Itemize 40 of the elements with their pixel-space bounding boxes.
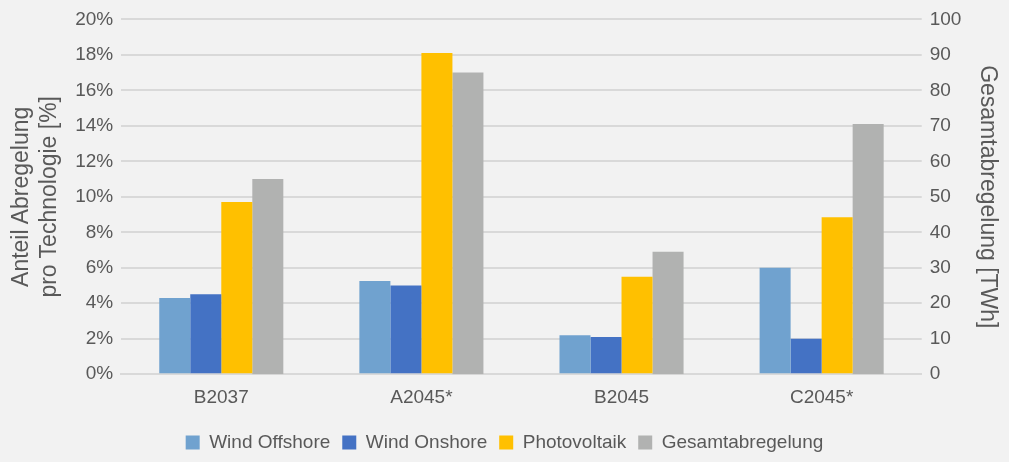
y2-axis-title: Gesamtabregelung [TWh] bbox=[975, 65, 1002, 329]
y2-tick-label: 40 bbox=[929, 220, 951, 242]
x-tick-label: B2045 bbox=[594, 385, 649, 407]
y2-tick-label: 20 bbox=[929, 291, 951, 313]
y-axis-title: Anteil Abregelung pro Technologie [%] bbox=[7, 96, 61, 298]
y2-tick-label: 0 bbox=[929, 362, 941, 384]
y2-tick-label: 70 bbox=[929, 114, 951, 136]
y-tick-label: 14% bbox=[75, 114, 114, 136]
y-tick-label: 18% bbox=[75, 43, 114, 65]
x-tick-label: C2045* bbox=[789, 385, 854, 407]
y-tick-label: 10% bbox=[75, 185, 114, 207]
x-tick-label: A2045* bbox=[390, 385, 454, 407]
bar bbox=[359, 281, 391, 374]
bar bbox=[559, 335, 591, 374]
y-tick-label: 0% bbox=[85, 362, 114, 384]
y2-tick-label: 10 bbox=[929, 326, 951, 348]
bar bbox=[190, 294, 222, 374]
bar bbox=[759, 267, 791, 374]
y2-tick-label: 90 bbox=[929, 43, 951, 65]
y2-tick-label: 60 bbox=[929, 149, 951, 171]
bar bbox=[790, 338, 822, 374]
y-tick-label: 4% bbox=[85, 291, 114, 313]
bar bbox=[590, 336, 622, 374]
x-tick-label: B2037 bbox=[193, 385, 249, 407]
y-tick-label: 8% bbox=[85, 220, 114, 242]
y-tick-label: 20% bbox=[75, 7, 114, 29]
legend-label: Gesamtabregelung bbox=[661, 430, 824, 452]
y-tick-label: 2% bbox=[85, 326, 114, 348]
y2-tick-label: 50 bbox=[929, 185, 951, 207]
bar bbox=[390, 285, 422, 374]
y2-tick-label: 100 bbox=[929, 7, 962, 29]
y-tick-label: 6% bbox=[85, 255, 114, 277]
y2-tick-label: 80 bbox=[929, 78, 951, 100]
y-tick-label: 12% bbox=[75, 149, 114, 171]
bar bbox=[159, 297, 191, 374]
y-tick-label: 16% bbox=[75, 78, 114, 100]
legend-label: Wind Offshore bbox=[209, 430, 331, 452]
legend-label: Wind Onshore bbox=[365, 430, 488, 452]
y2-tick-label: 30 bbox=[929, 255, 951, 277]
legend-label: Photovoltaik bbox=[522, 430, 627, 452]
